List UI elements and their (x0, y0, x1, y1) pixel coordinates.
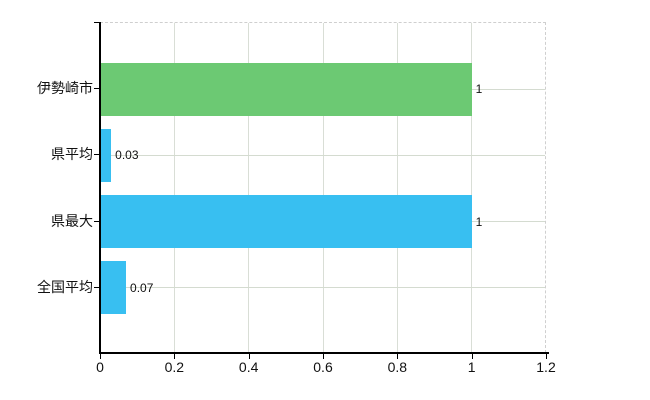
x-tick-label: 0 (96, 359, 104, 375)
x-tick (323, 354, 324, 359)
bar-value-label: 0.03 (115, 148, 139, 163)
x-tick-label: 0.8 (387, 359, 408, 375)
x-tick-label: 1 (467, 359, 476, 375)
x-tick-label: 1.2 (536, 359, 556, 375)
vertical-gridline (322, 23, 324, 353)
x-tick (546, 354, 547, 359)
vertical-gridline (471, 23, 473, 353)
vertical-gridline (396, 23, 398, 353)
vertical-gridline (248, 23, 250, 353)
bar (100, 128, 112, 182)
bar-value-label: 1 (475, 82, 483, 97)
bar-value-label: 1 (475, 214, 483, 229)
vertical-gridline (173, 23, 175, 353)
x-tick (100, 354, 101, 359)
category-label: 伊勢崎市 (37, 80, 93, 97)
bar-value-label: 0.07 (130, 280, 154, 295)
horizontal-gridline (100, 287, 545, 289)
x-tick-label: 0.2 (164, 359, 185, 375)
y-tick (94, 286, 100, 288)
x-tick (397, 354, 399, 359)
plot-area: 1 0.03 1 0.07 (100, 22, 546, 353)
x-axis-line (99, 352, 549, 354)
category-label: 県平均 (51, 146, 93, 163)
horizontal-gridline (100, 154, 545, 156)
x-tick-label: 0.4 (238, 359, 259, 375)
y-tick (94, 154, 100, 156)
x-tick-label: 0.6 (313, 359, 333, 375)
bar (100, 261, 127, 315)
x-tick (471, 354, 473, 359)
x-tick (248, 354, 250, 359)
y-tick (94, 220, 100, 222)
x-tick (174, 354, 176, 359)
bar (100, 195, 472, 249)
category-label: 県最大 (51, 212, 93, 229)
y-axis-line (99, 22, 101, 353)
bar (100, 62, 472, 116)
y-axis-top-tick (94, 22, 100, 23)
y-tick (94, 88, 100, 90)
category-label: 全国平均 (37, 278, 93, 295)
